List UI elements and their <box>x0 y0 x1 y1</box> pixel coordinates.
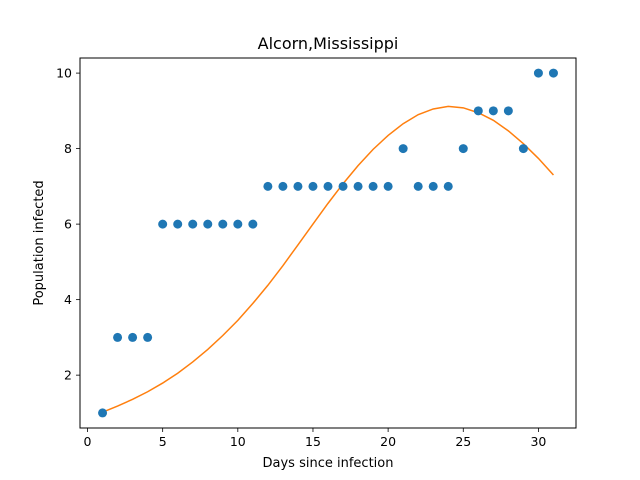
data-point <box>413 181 423 191</box>
y-axis-label: Population infected <box>32 180 47 305</box>
data-point <box>383 181 393 191</box>
x-tick-label: 30 <box>530 434 546 449</box>
data-point <box>278 181 288 191</box>
data-point <box>128 332 138 342</box>
data-point <box>308 181 318 191</box>
data-point <box>263 181 273 191</box>
y-tick-label: 8 <box>64 141 72 156</box>
data-point <box>98 408 108 418</box>
data-point <box>368 181 378 191</box>
data-point <box>533 68 543 78</box>
x-tick-label: 0 <box>84 434 92 449</box>
data-point <box>293 181 303 191</box>
data-point <box>443 181 453 191</box>
x-tick-label: 10 <box>230 434 246 449</box>
data-point <box>503 106 513 116</box>
data-point <box>173 219 183 229</box>
data-point <box>158 219 168 229</box>
data-point <box>548 68 558 78</box>
data-point <box>473 106 483 116</box>
data-point <box>323 181 333 191</box>
data-point <box>248 219 258 229</box>
data-point <box>398 144 408 154</box>
x-tick-label: 25 <box>455 434 471 449</box>
data-point <box>428 181 438 191</box>
x-tick-label: 20 <box>380 434 396 449</box>
data-point <box>113 332 123 342</box>
data-point <box>488 106 498 116</box>
data-point <box>458 144 468 154</box>
y-tick-label: 6 <box>64 217 72 232</box>
data-point <box>203 219 213 229</box>
x-tick-label: 5 <box>159 434 167 449</box>
y-tick-label: 4 <box>64 292 72 307</box>
data-point <box>233 219 243 229</box>
x-axis-ticks: 0 5 10 15 20 25 30 <box>84 428 546 449</box>
y-tick-label: 10 <box>56 66 72 81</box>
axes-frame <box>79 57 577 429</box>
data-point <box>188 219 198 229</box>
x-axis-label: Days since infection <box>263 456 394 471</box>
y-axis-ticks: 2 4 6 8 10 <box>56 66 80 383</box>
x-tick-label: 15 <box>305 434 321 449</box>
plot-area <box>98 68 558 418</box>
data-point <box>518 144 528 154</box>
data-point <box>338 181 348 191</box>
y-tick-label: 2 <box>64 368 72 383</box>
data-point <box>143 332 153 342</box>
chart-title: Alcorn,Mississippi <box>258 34 399 53</box>
data-point <box>353 181 363 191</box>
data-point <box>218 219 228 229</box>
